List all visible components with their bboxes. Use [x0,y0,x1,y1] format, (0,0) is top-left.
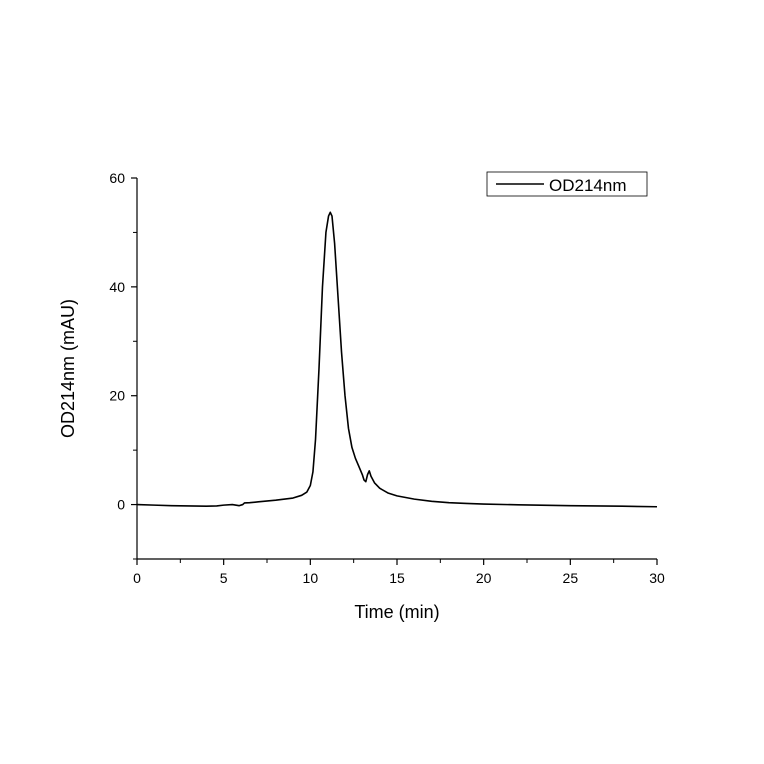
y-tick-label: 0 [117,497,125,513]
x-tick-label: 25 [563,570,579,586]
legend-label: OD214nm [549,176,626,195]
y-tick-label: 60 [109,170,125,186]
x-tick-label: 10 [303,570,319,586]
x-tick-label: 15 [389,570,405,586]
plot-area [136,211,658,508]
y-tick-label: 20 [109,388,125,404]
x-axis-title: Time (min) [354,602,439,622]
x-ticks: 0 5 10 15 20 25 30 [133,559,665,586]
x-tick-label: 0 [133,570,141,586]
x-tick-label: 20 [476,570,492,586]
series-line-od214nm [136,211,658,508]
legend: OD214nm [486,171,648,197]
x-tick-label: 5 [220,570,228,586]
x-tick-label: 30 [649,570,665,586]
y-ticks: 0 20 40 60 [109,170,137,560]
y-tick-label: 40 [109,279,125,295]
y-axis-title: OD214nm (mAU) [58,299,78,438]
